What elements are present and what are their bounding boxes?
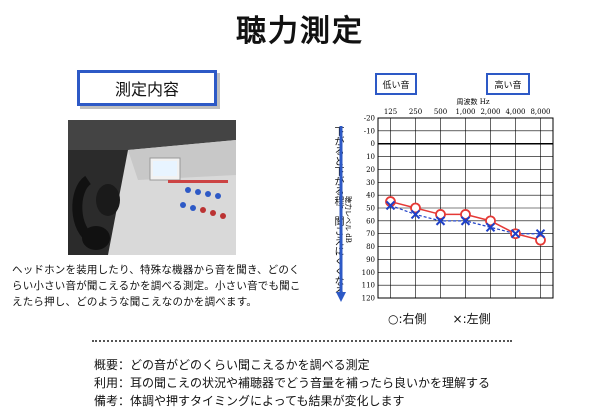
x-tick-label: 500 [434, 108, 447, 116]
left-ear-point [535, 229, 546, 239]
y-tick-label: 10 [366, 153, 375, 161]
vertical-note: 下がると下がる程，聞こえにくくなる [332, 126, 343, 296]
x-tick-label: 2,000 [480, 108, 500, 116]
x-tick-label: 125 [384, 108, 397, 116]
left-ear-point [485, 222, 496, 232]
legend-left: ×:左側 [452, 312, 491, 326]
summary-usage: 利用：耳の聞こえの状況や補聴器でどう音量を補ったら良いかを理解する [94, 376, 491, 390]
summary-note: 備考：体調や押すタイミングによっても結果が変化します [94, 394, 405, 408]
left-ear-point [460, 216, 471, 226]
audiogram-chart: 周波数 Hz 125 250 500 1,000 2,000 4,000 8,000 -20… [344, 97, 554, 303]
left-ear-point [385, 200, 396, 211]
summary-overview: 概要：どの音がどのくらい聞こえるかを調べる測定 [94, 358, 370, 372]
legend: ○:右側 ×:左側 [388, 310, 538, 327]
right-ear-point [410, 202, 421, 214]
y-tick-label: 100 [362, 269, 375, 277]
y-tick-label: 80 [366, 243, 375, 251]
low-sound-label: 低い音 [375, 73, 417, 95]
y-tick-label: 120 [362, 295, 375, 303]
section-label: 測定内容 [114, 80, 179, 99]
description-text: ヘッドホンを装用したり、特殊な機器から音を聞き、どのくらい小さい音が聞こえるかを… [12, 264, 301, 308]
legend-right: ○:右側 [388, 312, 427, 326]
y-axis-label: 聴力レベル dB [344, 196, 353, 243]
page-title: 聴力測定 [236, 14, 364, 49]
section-label-box: 測定内容 [77, 70, 217, 106]
high-sound-label: 高い音 [486, 73, 530, 95]
summary-block: 概要：どの音がどのくらい聞こえるかを調べる測定 利用：耳の聞こえの状況や補聴器で… [94, 356, 594, 410]
audiometer-photo [68, 120, 236, 255]
left-ear-point [410, 209, 421, 220]
y-tick-label: 40 [366, 192, 375, 200]
x-tick-label: 4,000 [505, 108, 525, 116]
left-ear-point [435, 216, 446, 226]
y-tick-label: 60 [366, 217, 375, 225]
right-ear-point [485, 215, 496, 227]
right-ear-point [535, 234, 546, 246]
y-tick-label: -20 [364, 115, 375, 123]
x-tick-label: 250 [409, 108, 422, 116]
y-tick-label: 50 [366, 205, 375, 213]
divider [92, 340, 512, 342]
y-tick-label: 70 [366, 230, 375, 238]
y-tick-label: 30 [366, 179, 375, 187]
x-axis-label: 周波数 Hz [456, 97, 489, 106]
x-tick-label: 8,000 [530, 108, 550, 116]
left-ear-point [510, 229, 521, 239]
y-tick-label: -10 [364, 127, 375, 135]
y-tick-label: 0 [371, 140, 375, 148]
right-ear-point [435, 209, 446, 220]
down-arrow-icon [336, 126, 346, 302]
y-tick-label: 90 [366, 256, 375, 264]
y-tick-label: 110 [362, 282, 375, 290]
right-ear-point [460, 209, 471, 220]
y-tick-label: 20 [366, 166, 375, 174]
x-tick-label: 1,000 [455, 108, 475, 116]
audiometer-illustration [68, 120, 236, 255]
